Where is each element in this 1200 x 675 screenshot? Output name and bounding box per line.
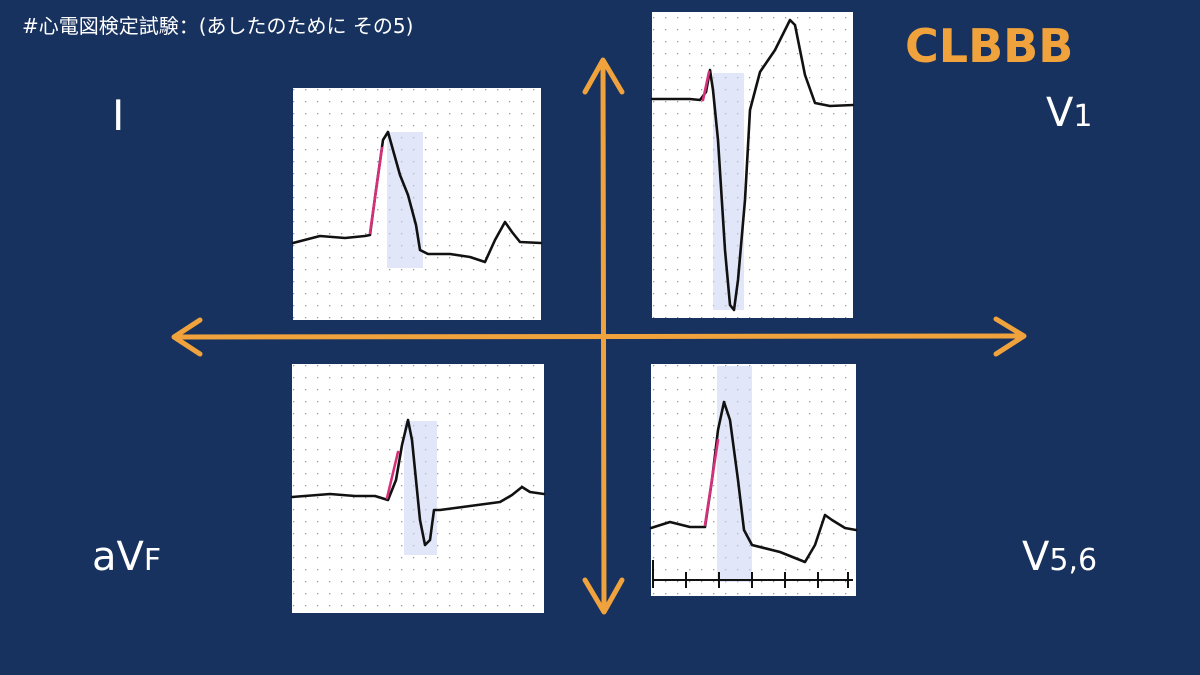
- lead-main: V: [1046, 90, 1074, 136]
- lead-label: aVF: [92, 534, 161, 580]
- ecg-panel-avf: [290, 364, 546, 613]
- lead-label: V1: [1046, 90, 1092, 136]
- badge: CLBBB: [905, 19, 1073, 73]
- lead-label: V5,6: [1022, 534, 1097, 580]
- lead-sub: 5,6: [1049, 543, 1097, 578]
- lead-main: aV: [92, 534, 145, 580]
- lead-sub: 1: [1073, 99, 1092, 134]
- lead-sub: F: [144, 543, 161, 578]
- lead-main: V: [1022, 534, 1050, 580]
- slide-title: #心電図検定試験：(あしたのために その5): [22, 14, 413, 38]
- ecg-panel-v1: [650, 12, 855, 318]
- ecg-panel-i: [291, 88, 543, 320]
- axis-arrows: [171, 57, 1027, 615]
- lead-label: I: [112, 91, 124, 140]
- ecg-panel-v56: [649, 364, 858, 596]
